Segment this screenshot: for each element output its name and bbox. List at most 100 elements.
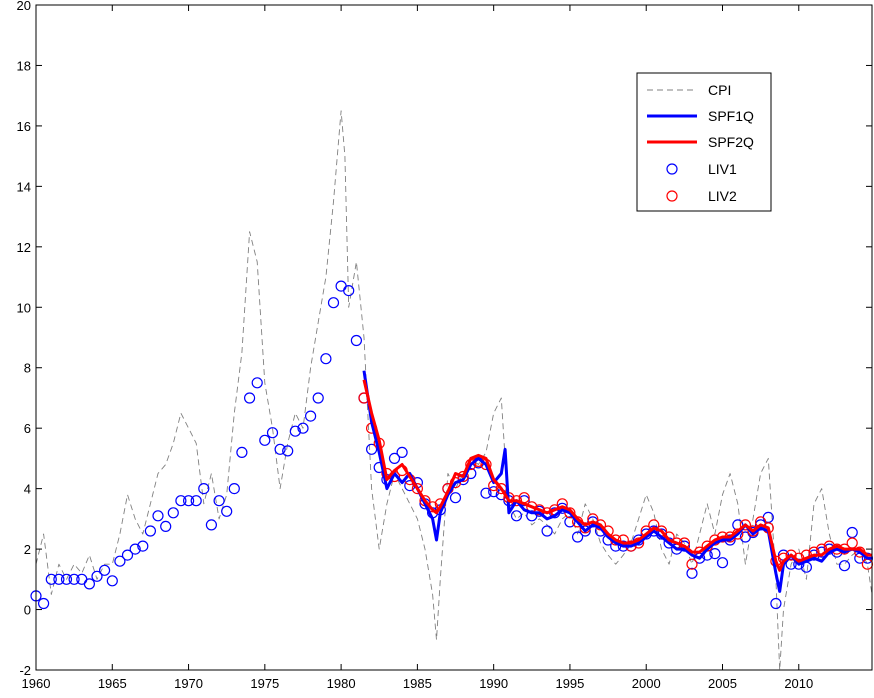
liv1-point [114, 555, 126, 567]
liv1-point [838, 560, 851, 572]
y-tick-label: 14 [17, 179, 31, 194]
y-tick-label: 18 [17, 58, 31, 73]
liv1-point [190, 495, 202, 507]
liv1-point [152, 510, 164, 522]
legend-label-spf2q: SPF2Q [708, 134, 754, 150]
liv1-point [83, 578, 96, 590]
liv1-point [244, 392, 256, 404]
liv1-point [350, 334, 362, 347]
liv1-point [564, 516, 576, 528]
liv1-point [45, 573, 57, 585]
x-tick-label: 2010 [784, 676, 813, 691]
liv1-point [236, 446, 248, 458]
liv1-point [160, 520, 172, 533]
x-tick-label: 1995 [555, 676, 584, 691]
liv2-point [739, 519, 752, 531]
legend-swatch-liv2 [666, 190, 678, 202]
x-tick-label: 2000 [632, 676, 661, 691]
liv1-point [98, 564, 111, 576]
y-tick-label: 16 [17, 119, 31, 134]
liv1-point [770, 597, 782, 610]
x-tick-label: 1980 [327, 676, 356, 691]
liv1-point [129, 543, 141, 555]
liv1-point [449, 492, 462, 504]
liv1-point [343, 285, 355, 297]
liv1-point [183, 495, 195, 507]
liv1-point [198, 483, 210, 495]
liv1-point [274, 443, 286, 455]
liv1-point [785, 558, 797, 570]
liv1-point [793, 558, 805, 570]
liv1-point [167, 507, 179, 519]
liv1-point [366, 443, 378, 455]
y-tick-label: 2 [24, 542, 31, 557]
liv1-point [53, 573, 65, 585]
y-tick-label: 6 [24, 421, 31, 436]
legend-swatch-liv1 [666, 163, 678, 175]
liv1-point [327, 297, 340, 309]
liv1-point [282, 445, 294, 457]
legend-label-spf1q: SPF1Q [708, 108, 754, 124]
legend-label-cpi: CPI [708, 82, 731, 98]
liv1-point [137, 540, 149, 552]
liv1-point [571, 531, 584, 543]
axes-layer: 1960 1965 1970 1975 1980 1985 1990 1995 2000 2005… [17, 0, 872, 691]
liv1-point [541, 525, 553, 537]
liv1-point [678, 540, 691, 552]
x-tick-label: 1975 [250, 676, 279, 691]
liv1-point [121, 549, 134, 561]
y-tick-label: 4 [24, 482, 31, 497]
liv1-point [396, 446, 408, 458]
x-tick-label: 1970 [174, 676, 203, 691]
liv1-point [221, 505, 233, 517]
y-tick-label: 8 [24, 361, 31, 376]
x-tick-label: 2005 [708, 676, 737, 691]
liv1-point [37, 597, 50, 610]
liv1-point [106, 575, 118, 587]
liv1-point [259, 434, 271, 446]
liv1-point [587, 516, 599, 528]
liv2-point [564, 507, 576, 519]
cpi-line [35, 110, 873, 671]
liv1-point [488, 486, 500, 498]
liv2-point [457, 470, 469, 483]
liv1-point [480, 487, 492, 499]
plot-frame [35, 4, 873, 671]
liv1-point [205, 519, 217, 531]
spf1q-line [362, 370, 872, 593]
liv1-point [266, 427, 279, 439]
liv1-point [144, 525, 156, 537]
legend-label-liv2: LIV2 [708, 188, 737, 204]
x-tick-label: 1985 [403, 676, 432, 691]
x-tick-label: 1965 [98, 676, 127, 691]
liv1-point [60, 573, 73, 585]
legend: CPI SPF1Q SPF2Q LIV1 LIV2 [636, 72, 772, 212]
x-tick-label: 1960 [22, 676, 51, 691]
liv1-point [312, 392, 324, 404]
liv1-point [251, 377, 263, 389]
liv1-point [68, 573, 80, 585]
liv1-point [305, 410, 317, 422]
liv2-point [411, 483, 423, 495]
liv2-point [785, 549, 797, 561]
y-tick-label: -2 [19, 663, 31, 678]
series-layer [30, 110, 874, 671]
liv2-point [686, 558, 698, 570]
liv1-point [709, 547, 721, 560]
liv1-point [716, 557, 729, 569]
liv1-point [754, 519, 767, 531]
liv1-point [213, 495, 225, 507]
y-tick-label: 10 [17, 300, 31, 315]
liv1-point [388, 452, 401, 464]
y-tick-label: 0 [24, 603, 31, 618]
y-tick-label: 12 [17, 240, 31, 255]
x-tick-label: 1990 [479, 676, 508, 691]
spf2q-line [362, 379, 872, 572]
liv1-point [510, 510, 523, 522]
liv1-point [175, 495, 187, 507]
legend-label-liv1: LIV1 [708, 161, 737, 177]
liv1-point [228, 483, 240, 495]
liv2-point [533, 504, 546, 516]
y-tick-label: 20 [17, 0, 31, 13]
